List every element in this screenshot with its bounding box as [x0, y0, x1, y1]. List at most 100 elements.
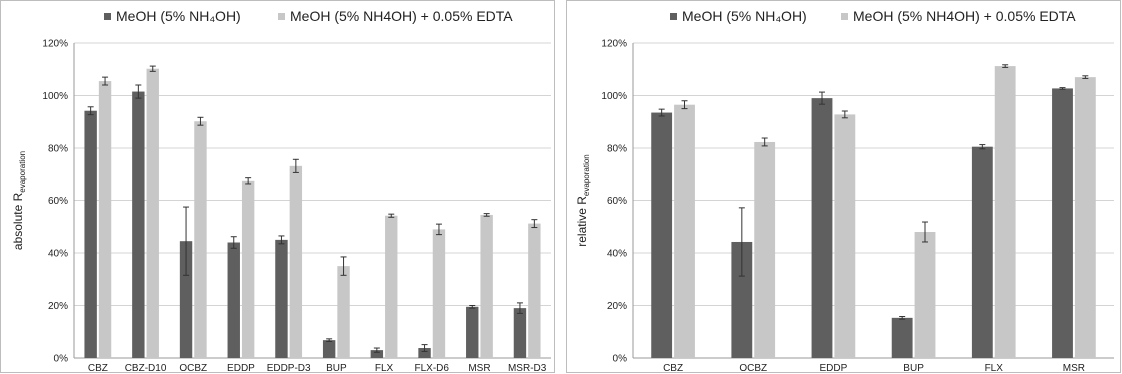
- bar-meoh-edta: [674, 104, 695, 358]
- bar-meoh: [322, 340, 336, 358]
- y-axis-label-main: relative R: [575, 196, 589, 247]
- error-bar: [1002, 64, 1009, 68]
- bar-meoh-edta: [98, 81, 112, 358]
- error-bar: [388, 213, 395, 218]
- y-tick-label: 80%: [48, 144, 68, 155]
- x-tick-label: FLX: [375, 363, 394, 374]
- error-bar: [326, 338, 333, 342]
- y-axis-label: absolute Revaporation: [11, 151, 27, 250]
- bar-meoh-edta: [754, 141, 776, 358]
- bar-meoh-edta: [528, 223, 541, 358]
- bar-meoh: [275, 239, 288, 358]
- error-bar: [435, 223, 442, 236]
- legend-swatch: [841, 13, 848, 20]
- legend-label: MeOH (5% NH₄OH): [116, 8, 241, 24]
- error-bar: [738, 207, 745, 277]
- error-bar: [516, 302, 523, 314]
- y-tick-label: 40%: [607, 249, 627, 260]
- x-tick-label: MSR-D3: [508, 363, 547, 374]
- error-bar: [340, 256, 347, 276]
- error-bar: [197, 116, 204, 126]
- y-tick-label: 80%: [607, 144, 627, 155]
- bar-meoh-edta: [385, 215, 398, 358]
- error-bar: [102, 76, 109, 86]
- bar-meoh: [1052, 88, 1073, 358]
- error-bar: [899, 316, 906, 320]
- x-tick-label: CBZ: [88, 363, 108, 374]
- x-tick-label: CBZ-D10: [125, 363, 167, 374]
- bar-meoh: [227, 242, 240, 358]
- right-chart: 0% 20% 40% 60% 80% 100% 120% CBZ OCBZ EDDP BUP FLX M…: [575, 8, 1114, 374]
- error-bar: [469, 305, 476, 309]
- y-tick-label: 40%: [48, 249, 68, 260]
- bar-meoh: [466, 306, 479, 358]
- error-bar: [373, 347, 380, 353]
- bar-meoh-edta: [432, 229, 446, 358]
- legend-swatch: [278, 13, 285, 20]
- x-tick-label: FLX: [985, 363, 1004, 374]
- error-bar: [245, 177, 252, 185]
- x-tick-label: MSR: [468, 363, 490, 374]
- bar-meoh: [651, 112, 673, 358]
- error-bar: [681, 100, 688, 110]
- x-tick-label: BUP: [326, 363, 347, 374]
- bar-meoh: [731, 241, 753, 358]
- error-bar: [761, 137, 768, 147]
- y-tick-label: 60%: [48, 196, 68, 207]
- x-tick-label: FLX-D6: [415, 363, 450, 374]
- bar-meoh: [179, 241, 193, 358]
- error-bar: [135, 84, 142, 99]
- x-tick-label: EDDP: [227, 363, 255, 374]
- bar-meoh-edta: [1074, 77, 1096, 358]
- bar-meoh: [418, 348, 431, 358]
- legend-label: MeOH (5% NH4OH) + 0.05% EDTA: [290, 8, 513, 24]
- y-tick-label: 120%: [42, 39, 68, 50]
- bar-meoh: [370, 350, 384, 358]
- y-axis-label: relative Revaporation: [575, 154, 591, 247]
- bar-meoh-edta: [914, 232, 936, 358]
- left-chart: 0% 20% 40% 60% 80% 100% 120% CBZ CBZ-D10 OCBZ EDDP…: [11, 8, 551, 374]
- legend-label: MeOH (5% NH₄OH): [682, 8, 807, 24]
- bar-meoh: [132, 91, 145, 358]
- bar-meoh-edta: [241, 180, 255, 358]
- error-bar: [841, 110, 848, 119]
- y-axis-label-subscript: evaporation: [18, 151, 27, 193]
- y-tick-label: 20%: [48, 301, 68, 312]
- y-tick-label: 20%: [607, 301, 627, 312]
- error-bar: [658, 108, 665, 117]
- bar-meoh-edta: [834, 114, 856, 359]
- x-tick-label: CBZ: [663, 363, 683, 374]
- x-tick-label: EDDP: [820, 363, 848, 374]
- error-bar: [1059, 87, 1066, 90]
- error-bar: [183, 206, 190, 276]
- legend-label: MeOH (5% NH4OH) + 0.05% EDTA: [853, 8, 1076, 24]
- bar-meoh: [513, 308, 527, 358]
- legend-swatch: [670, 13, 677, 20]
- bar-meoh: [971, 146, 993, 358]
- x-tick-label: MSR: [1063, 363, 1085, 374]
- bar-meoh: [891, 317, 913, 358]
- error-bar: [230, 236, 237, 249]
- error-bar: [421, 344, 428, 352]
- error-bar: [818, 91, 825, 105]
- error-bar: [87, 106, 94, 116]
- error-bar: [278, 235, 285, 245]
- error-bar: [531, 219, 538, 229]
- x-tick-label: BUP: [903, 363, 924, 374]
- error-bar: [922, 221, 929, 243]
- error-bar: [1082, 75, 1089, 79]
- error-bar: [149, 65, 156, 72]
- y-tick-label: 120%: [601, 39, 627, 50]
- bar-meoh-edta: [146, 68, 159, 358]
- y-axis-label-subscript: evaporation: [582, 154, 591, 196]
- y-tick-label: 60%: [607, 196, 627, 207]
- bar-meoh: [811, 98, 833, 358]
- bar-meoh-edta: [480, 214, 493, 358]
- bar-meoh-edta: [194, 121, 207, 358]
- y-tick-label: 100%: [601, 91, 627, 102]
- y-tick-label: 0%: [613, 354, 628, 365]
- bar-meoh-edta: [289, 165, 303, 358]
- error-bar: [483, 213, 490, 217]
- bar-meoh: [84, 110, 97, 358]
